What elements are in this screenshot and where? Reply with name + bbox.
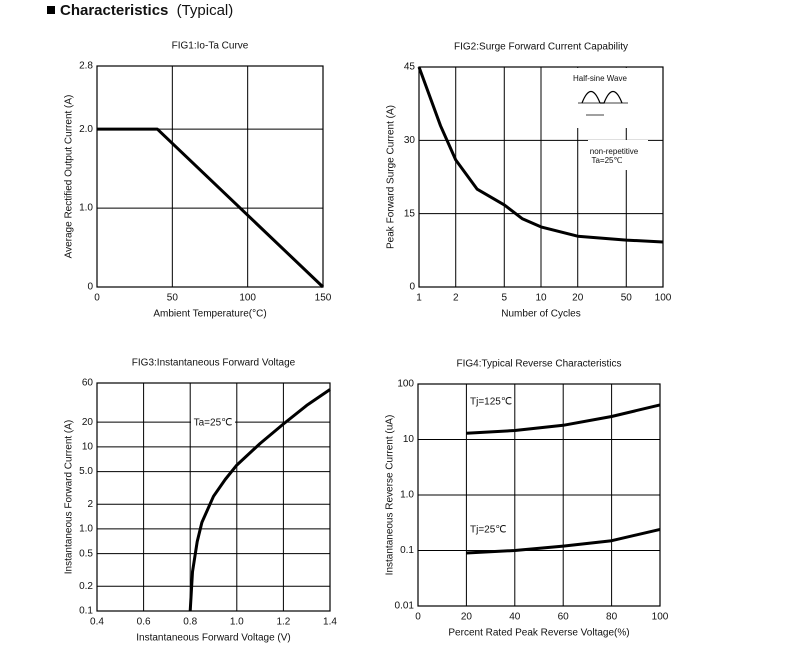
y-tick-label: 0.1 [79, 606, 93, 617]
chart-title: FIG2:Surge Forward Current Capability [454, 42, 628, 53]
y-tick-label: 0 [409, 282, 415, 293]
x-tick-label: 5 [501, 293, 507, 304]
x-tick-label: 0 [415, 612, 421, 623]
x-tick-label: 0.4 [90, 617, 104, 628]
curve [188, 388, 331, 612]
curve [417, 66, 664, 244]
x-axis-title: Number of Cycles [501, 309, 580, 320]
x-tick-label: 100 [652, 612, 669, 623]
y-tick-label: 1.0 [79, 524, 93, 535]
x-tick-label: 2 [453, 293, 459, 304]
y-tick-label: 30 [404, 135, 416, 146]
x-tick-label: 60 [558, 612, 570, 623]
y-tick-label: 1.0 [400, 490, 414, 501]
x-tick-label: 20 [572, 293, 584, 304]
y-tick-label: 0.1 [400, 545, 414, 556]
y-tick-label: 10 [82, 442, 94, 453]
y-tick-label: 100 [397, 379, 414, 390]
label-bg [191, 416, 235, 430]
y-tick-label: 5.0 [79, 466, 93, 477]
y-axis-title: Average Rectified Output Current (A) [64, 95, 75, 259]
y-tick-label: 2.8 [79, 61, 93, 72]
x-tick-label: 0.6 [137, 617, 151, 628]
x-tick-label: 1 [416, 293, 422, 304]
plot-frame [417, 383, 661, 607]
label-bg [468, 524, 514, 536]
x-tick-label: 40 [509, 612, 521, 623]
x-tick-label: 50 [167, 293, 179, 304]
label-bg [468, 396, 514, 408]
x-tick-label: 0.8 [183, 617, 197, 628]
x-axis-title: Percent Rated Peak Reverse Voltage(%) [448, 628, 629, 639]
header-subtitle: (Typical) [177, 2, 234, 19]
series-label: Tj=125℃ [470, 397, 512, 408]
x-tick-label: 1.4 [323, 617, 337, 628]
curve [466, 527, 661, 555]
plot-frame [96, 382, 331, 612]
x-tick-label: 0 [94, 293, 100, 304]
y-tick-label: 60 [82, 378, 94, 389]
annotation: Half-sine Wave [573, 74, 627, 83]
annotation: Ta=25℃ [194, 418, 233, 429]
x-tick-label: 150 [315, 293, 332, 304]
y-axis-title: Instantaneous Forward Current (A) [64, 420, 75, 575]
annotation: Ta=25℃ [591, 156, 622, 165]
x-tick-label: 80 [606, 612, 618, 623]
y-axis-title: Peak Forward Surge Current (A) [386, 105, 397, 249]
y-tick-label: 0 [87, 282, 93, 293]
plot-frame [418, 66, 664, 288]
y-tick-label: 0.01 [395, 601, 415, 612]
header: Characteristics (Typical) [60, 2, 233, 19]
y-tick-label: 2.0 [79, 124, 93, 135]
y-tick-label: 2 [87, 499, 93, 510]
y-tick-label: 0.2 [79, 581, 93, 592]
x-axis-title: Ambient Temperature(°C) [153, 309, 266, 320]
y-tick-label: 10 [403, 434, 415, 445]
plot-frame [96, 65, 324, 288]
x-tick-label: 100 [239, 293, 256, 304]
x-tick-label: 1.0 [230, 617, 244, 628]
header-title: Characteristics [60, 2, 168, 19]
x-tick-label: 10 [535, 293, 547, 304]
x-tick-label: 1.2 [276, 617, 290, 628]
y-tick-label: 15 [404, 208, 416, 219]
y-tick-label: 1.0 [79, 203, 93, 214]
x-axis-title: Instantaneous Forward Voltage (V) [136, 633, 291, 644]
x-tick-label: 50 [621, 293, 633, 304]
y-tick-label: 0.5 [79, 548, 93, 559]
curve [97, 127, 325, 289]
chart-title: FIG4:Typical Reverse Characteristics [456, 359, 621, 370]
series-label: Tj=25℃ [470, 525, 507, 536]
y-axis-title: Instantaneous Reverse Current (uA) [385, 415, 396, 576]
annotation: non-repetitive [590, 147, 639, 156]
y-tick-label: 45 [404, 62, 416, 73]
chart-title: FIG1:Io-Ta Curve [172, 41, 249, 52]
x-tick-label: 100 [655, 293, 672, 304]
chart-title: FIG3:Instantaneous Forward Voltage [132, 358, 296, 369]
x-tick-label: 20 [461, 612, 473, 623]
bullet [47, 6, 55, 14]
inset-box [588, 140, 648, 170]
y-tick-label: 20 [82, 417, 94, 428]
curve [466, 403, 661, 435]
